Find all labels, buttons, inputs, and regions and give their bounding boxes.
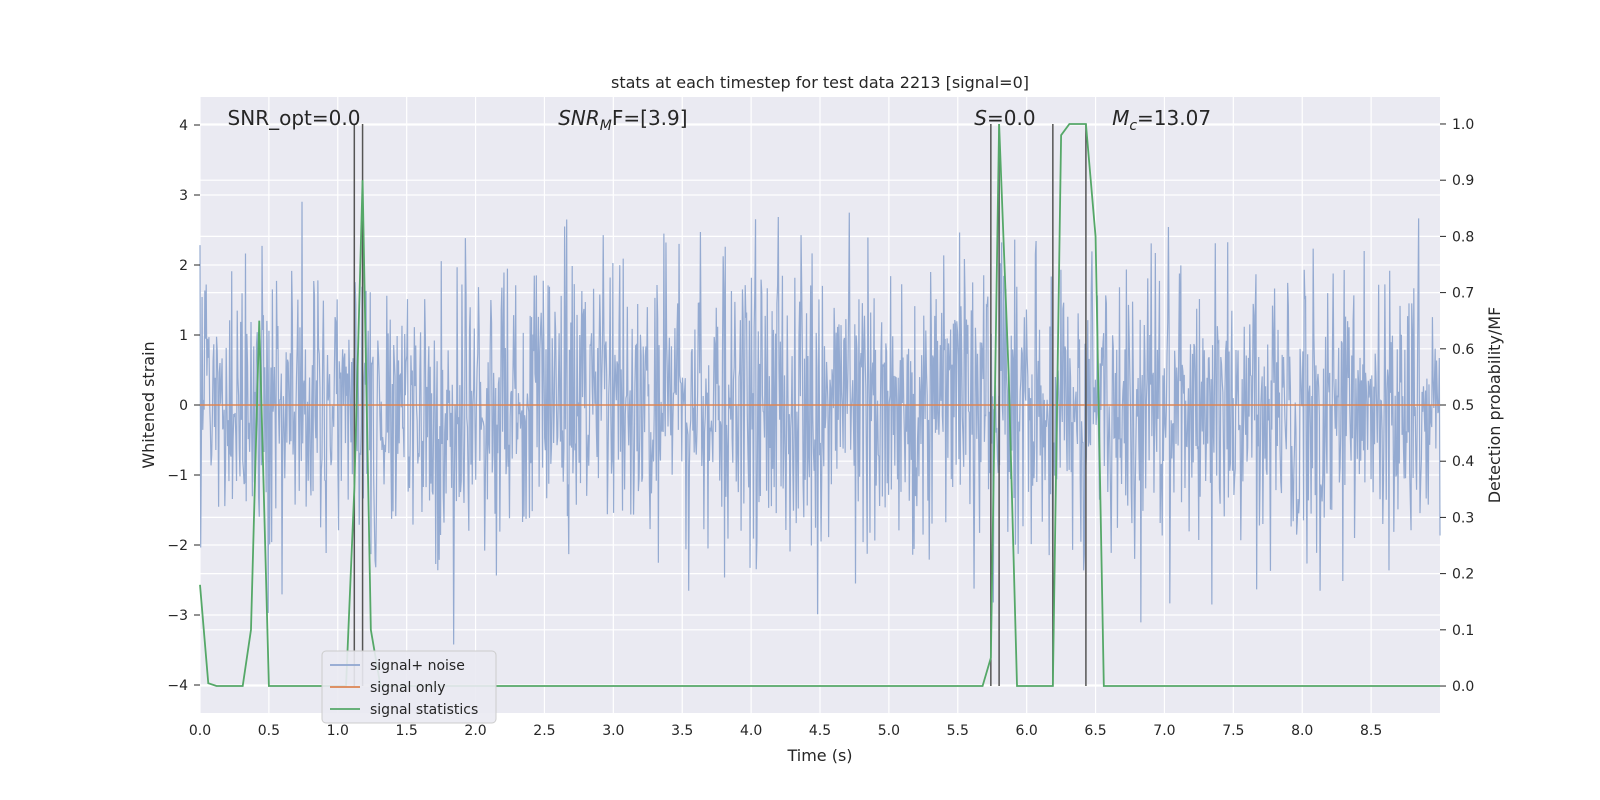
legend-label: signal statistics (370, 702, 478, 718)
x-tick-label: 6.0 (1016, 723, 1038, 739)
legend-box (321, 650, 497, 724)
annotation-1: SNRMF=[3.9] (558, 106, 687, 134)
noise-line (199, 201, 1441, 645)
annotations: SNR_opt=0.0 SNRMF=[3.9] S=0.0 Mc=13.07 (228, 106, 1212, 134)
legend-label: signal only (370, 680, 445, 696)
series-signal-plus-noise (199, 201, 1441, 645)
x-tick-label: 1.5 (396, 723, 418, 739)
x-tick-label: 7.5 (1222, 723, 1244, 739)
y-left-tick-label: −4 (167, 678, 188, 694)
x-tick-label: 5.5 (947, 723, 969, 739)
y-right-tick-label: 0.7 (1452, 286, 1474, 302)
x-tick-label: 6.5 (1084, 723, 1106, 739)
annotation-0: SNR_opt=0.0 (228, 106, 361, 130)
y-right-tick-label: 0.0 (1452, 679, 1474, 695)
x-tick-label: 3.0 (602, 723, 624, 739)
x-axis-ticks: 0.0 0.5 1.0 1.5 2.0 2.5 3.0 3.5 4.0 4.5 5.0 5.5 6.0 6… (189, 723, 1382, 739)
x-tick-label: 8.0 (1291, 723, 1313, 739)
y-axis-left-label: Whitened strain (139, 341, 158, 468)
x-tick-label: 4.0 (740, 723, 762, 739)
y-left-tick-label: −2 (167, 538, 188, 554)
y-right-tick-label: 0.6 (1452, 342, 1474, 358)
x-tick-label: 1.0 (327, 723, 349, 739)
x-tick-label: 2.0 (464, 723, 486, 739)
y-left-tick-label: −1 (167, 468, 188, 484)
y-right-tick-label: 0.9 (1452, 173, 1474, 189)
y-axis-right-ticks: 1.0 0.9 0.8 0.7 0.6 0.5 0.4 0.3 0.2 0.1 0.0 (1440, 117, 1474, 695)
y-left-tick-label: 1 (179, 328, 188, 344)
legend-label: signal+ noise (370, 658, 465, 674)
chart-title: stats at each timestep for test data 221… (611, 73, 1029, 92)
x-tick-label: 5.0 (878, 723, 900, 739)
y-left-tick-label: 4 (179, 118, 188, 134)
series-signal-statistics (199, 123, 1440, 687)
x-tick-label: 4.5 (809, 723, 831, 739)
y-right-tick-label: 0.8 (1452, 229, 1474, 245)
y-left-tick-label: 3 (179, 188, 188, 204)
y-left-tick-label: 0 (179, 398, 188, 414)
signal-statistics-line (199, 123, 1440, 687)
y-right-tick-label: 0.2 (1452, 567, 1474, 583)
x-axis-label: Time (s) (786, 746, 852, 765)
legend: signal+ noise signal only signal statistic… (321, 650, 497, 724)
y-axis-left-ticks: 4 3 2 1 0 −1 −2 −3 −4 (167, 118, 200, 694)
y-left-tick-label: 2 (179, 258, 188, 274)
y-right-tick-label: 0.5 (1452, 398, 1474, 414)
y-left-tick-label: −3 (167, 608, 188, 624)
x-tick-label: 8.5 (1360, 723, 1382, 739)
x-tick-label: 2.5 (533, 723, 555, 739)
y-right-tick-label: 0.4 (1452, 454, 1474, 470)
y-right-tick-label: 0.3 (1452, 510, 1474, 526)
annotation-2: S=0.0 (974, 106, 1035, 130)
x-tick-label: 3.5 (671, 723, 693, 739)
y-right-tick-label: 0.1 (1452, 623, 1474, 639)
x-tick-label: 7.0 (1153, 723, 1175, 739)
x-tick-label: 0.0 (189, 723, 211, 739)
x-tick-label: 0.5 (258, 723, 280, 739)
y-axis-right-label: Detection probability/MF (1485, 307, 1504, 504)
annotation-3: Mc=13.07 (1112, 106, 1211, 134)
vertical-markers (353, 123, 1087, 687)
y-right-tick-label: 1.0 (1452, 117, 1474, 133)
